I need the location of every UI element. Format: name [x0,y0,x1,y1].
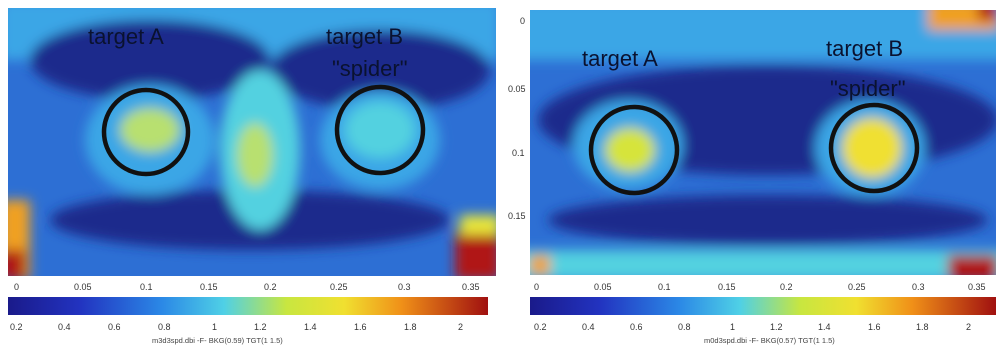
left-heatmap-image: target A target B "spider" [0,0,496,280]
right-x-tick: 0.35 [968,282,986,292]
right-heatmap-figure: 0 0.05 0.1 0.15 target [508,0,998,347]
left-colorbar-tick: 1.8 [404,322,417,332]
left-x-tick: 0.25 [330,282,348,292]
right-colorbar [530,297,996,315]
right-x-tick: 0.15 [718,282,736,292]
left-colorbar-ticks: 0.2 0.4 0.6 0.8 1 1.2 1.4 1.6 1.8 2 [10,322,463,332]
left-colorbar [8,297,488,315]
left-x-tick: 0.35 [462,282,480,292]
left-target-a-label: target A [88,24,164,49]
left-colorbar-tick: 1.6 [354,322,367,332]
right-x-tick: 0.25 [848,282,866,292]
left-colorbar-tick: 1.4 [304,322,317,332]
right-y-axis-ticks: 0 0.05 0.1 0.15 [508,16,526,221]
left-colorbar-tick: 1 [212,322,217,332]
left-heatmap-figure: target A target B "spider" 0 0.05 0.1 0.… [0,0,496,347]
left-x-tick: 0.3 [398,282,411,292]
left-target-b-sub: "spider" [332,56,408,81]
right-colorbar-tick: 1 [730,322,735,332]
left-x-tick: 0.1 [140,282,153,292]
left-target-b-label: target B [326,24,403,49]
right-colorbar-tick: 1.2 [770,322,783,332]
right-heatmap-image: target A target B "spider" [508,0,998,280]
left-colorbar-tick: 0.8 [158,322,171,332]
right-heatmap-panel: 0 0.05 0.1 0.15 target [508,0,998,347]
right-colorbar-tick: 0.8 [678,322,691,332]
right-colorbar-tick: 0.4 [582,322,595,332]
right-x-tick: 0.1 [658,282,671,292]
right-x-tick: 0.05 [594,282,612,292]
left-colorbar-tick: 1.2 [254,322,267,332]
right-colorbar-tick: 1.8 [916,322,929,332]
right-colorbar-tick: 0.2 [534,322,547,332]
right-colorbar-tick: 1.4 [818,322,831,332]
left-colorbar-tick: 0.6 [108,322,121,332]
right-target-b-label: target B [826,36,903,61]
right-y-tick: 0 [520,16,525,26]
right-colorbar-tick: 1.6 [868,322,881,332]
right-target-a-label: target A [582,46,658,71]
right-target-b-sub: "spider" [830,76,906,101]
left-x-tick: 0.05 [74,282,92,292]
left-x-axis-ticks: 0 0.05 0.1 0.15 0.2 0.25 0.3 0.35 [14,282,480,292]
left-heatmap-panel: target A target B "spider" 0 0.05 0.1 0.… [0,0,496,347]
left-x-tick: 0 [14,282,19,292]
right-x-tick: 0.3 [912,282,925,292]
right-x-axis-ticks: 0 0.05 0.1 0.15 0.2 0.25 0.3 0.35 [534,282,986,292]
right-x-tick: 0 [534,282,539,292]
right-colorbar-tick: 0.6 [630,322,643,332]
right-caption: m0d3spd.dbi -F- BKG(0.57) TGT(1 1.5) [704,336,835,345]
right-colorbar-ticks: 0.2 0.4 0.6 0.8 1 1.2 1.4 1.6 1.8 2 [534,322,971,332]
left-colorbar-tick: 2 [458,322,463,332]
right-colorbar-tick: 2 [966,322,971,332]
right-y-tick: 0.15 [508,211,526,221]
right-x-tick: 0.2 [780,282,793,292]
right-y-tick: 0.1 [512,148,525,158]
left-caption: m3d3spd.dbi -F- BKG(0.59) TGT(1 1.5) [152,336,283,345]
left-colorbar-tick: 0.2 [10,322,23,332]
left-colorbar-tick: 0.4 [58,322,71,332]
left-x-tick: 0.15 [200,282,218,292]
right-y-tick: 0.05 [508,84,526,94]
left-x-tick: 0.2 [264,282,277,292]
